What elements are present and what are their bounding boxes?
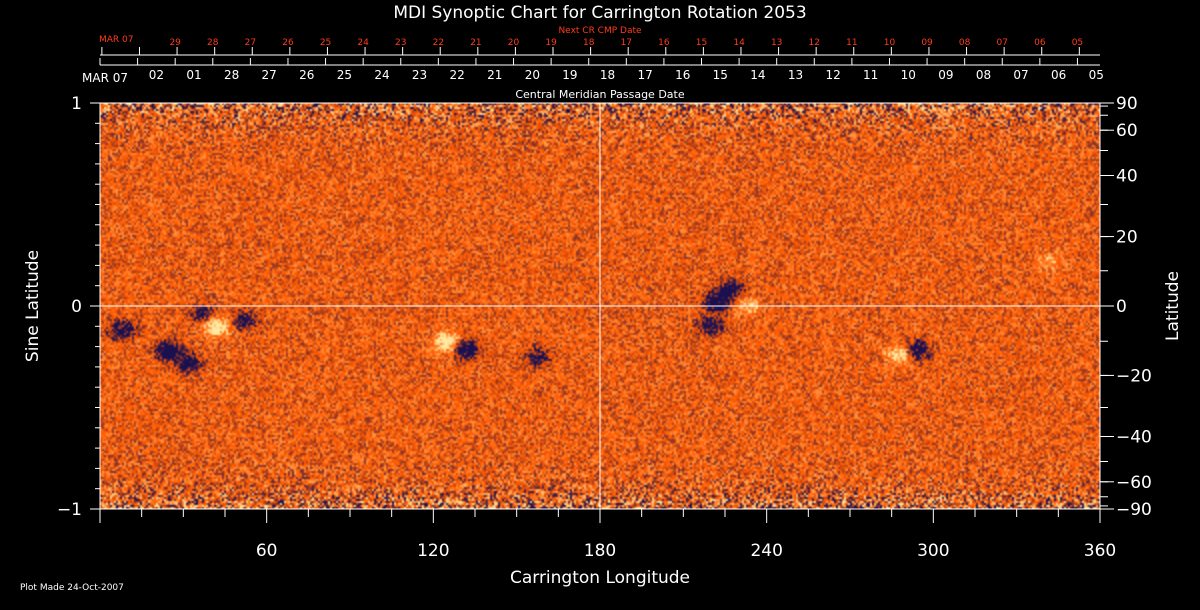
next-cr-axis: 29 28 27 26 25 24 23 22 21 20 19 18 17 16 15 14 13 12 11 10…: [100, 38, 1100, 56]
cmp-date-label: 08: [976, 68, 991, 82]
next-cr-date-label: 15: [696, 38, 707, 48]
x-axis-label: Carrington Longitude: [510, 568, 690, 588]
next-cr-date-label: 11: [846, 38, 857, 48]
cmp-date-label: 23: [412, 68, 427, 82]
next-cr-date-label: 07: [997, 38, 1008, 48]
cmp-date-label: 15: [713, 68, 728, 82]
next-cr-date-label: 21: [470, 38, 481, 48]
x-tick-label: 120: [417, 541, 449, 561]
next-cr-date-label: 13: [771, 38, 782, 48]
next-cr-date-label: 08: [959, 38, 971, 48]
cmp-date-label: 10: [901, 68, 916, 82]
cmp-date-label: 06: [1051, 68, 1066, 82]
cmp-date-label: 05: [1089, 68, 1104, 82]
x-tick-label: 60: [256, 541, 278, 561]
cmp-date-label: 20: [525, 68, 540, 82]
next-cr-date-label: 12: [809, 38, 820, 48]
cmp-date-label: 09: [938, 68, 953, 82]
cmp-date-label: 07: [1013, 68, 1028, 82]
next-cr-date-label: 06: [1034, 38, 1046, 48]
x-tick-label: 240: [750, 541, 782, 561]
cmp-date-label: 16: [675, 68, 690, 82]
y-axis-left-label: Sine Latitude: [23, 250, 43, 362]
cmp-date-label: 22: [450, 68, 465, 82]
y-left-tick-label: 0: [71, 297, 82, 317]
next-cr-date-label: 10: [884, 38, 896, 48]
cmp-date-label: 21: [487, 68, 502, 82]
next-cr-date-label: 16: [658, 38, 670, 48]
y-axis-right-label: Latitude: [1163, 271, 1183, 341]
next-cr-date-label: 20: [508, 38, 520, 48]
next-cr-date-label: 22: [433, 38, 444, 48]
y-right-tick-label: 0: [1116, 297, 1127, 317]
x-tick-label: 300: [917, 541, 949, 561]
next-cr-date-label: 23: [395, 38, 406, 48]
next-cr-date-label: 05: [1072, 38, 1083, 48]
y-right-tick-label: 20: [1116, 228, 1138, 248]
next-cr-date-label: 26: [282, 38, 294, 48]
y-left-tick-label: 1: [71, 94, 82, 114]
chart-title: MDI Synoptic Chart for Carrington Rotati…: [393, 3, 806, 23]
next-cr-start-label: MAR 07: [99, 35, 134, 45]
cmp-date-label: 28: [224, 68, 239, 82]
cmp-date-label: 18: [600, 68, 615, 82]
next-cr-date-label: 25: [320, 38, 331, 48]
cmp-date-label: 02: [149, 68, 164, 82]
cmp-date-label: 19: [562, 68, 577, 82]
cmp-axis-label: Central Meridian Passage Date: [515, 88, 684, 101]
x-axis: 60 120 180 240 300 360: [99, 509, 1116, 561]
next-cr-date-label: 27: [245, 38, 256, 48]
cmp-date-label: 14: [750, 68, 765, 82]
next-cr-axis-label: Next CR CMP Date: [558, 26, 642, 36]
next-cr-date-label: 18: [583, 38, 595, 48]
cmp-axis: 02 01 28 27 26 25 24 23 22 21 20 19 18 17 16 15 14 13 12 11…: [99, 58, 1104, 82]
next-cr-date-label: 09: [921, 38, 933, 48]
y-left-tick-label: −1: [57, 500, 82, 520]
y-axis-left: −1 0 1: [57, 94, 100, 520]
y-right-tick-label: 40: [1116, 167, 1138, 187]
plot-made-footer: Plot Made 24-Oct-2007: [20, 583, 124, 593]
y-axis-right: 90 60 40 20 0 −20 −40 −60 −90: [1100, 94, 1152, 520]
cmp-start-label: MAR 07: [82, 71, 128, 85]
next-cr-date-label: 19: [545, 38, 557, 48]
y-right-tick-label: −60: [1116, 473, 1152, 493]
next-cr-date-label: 29: [169, 38, 181, 48]
next-cr-date-label: 14: [733, 38, 745, 48]
next-cr-date-label: 28: [207, 38, 219, 48]
x-tick-label: 360: [1084, 541, 1116, 561]
cmp-date-label: 13: [788, 68, 803, 82]
x-tick-label: 180: [584, 541, 616, 561]
cmp-date-label: 12: [825, 68, 840, 82]
cmp-date-label: 27: [262, 68, 277, 82]
cmp-date-label: 11: [863, 68, 878, 82]
next-cr-date-label: 17: [621, 38, 632, 48]
reference-lines: [100, 103, 1100, 509]
cmp-date-label: 17: [637, 68, 652, 82]
y-right-tick-label: −40: [1116, 427, 1152, 447]
cmp-date-label: 01: [186, 68, 201, 82]
cmp-date-label: 26: [299, 68, 314, 82]
cmp-date-label: 24: [374, 68, 389, 82]
y-right-tick-label: −90: [1116, 500, 1152, 520]
next-cr-date-label: 24: [357, 38, 369, 48]
y-right-tick-label: −20: [1116, 366, 1152, 386]
cmp-date-label: 25: [337, 68, 352, 82]
y-right-tick-label: 60: [1116, 121, 1138, 141]
y-right-tick-label: 90: [1116, 94, 1138, 114]
